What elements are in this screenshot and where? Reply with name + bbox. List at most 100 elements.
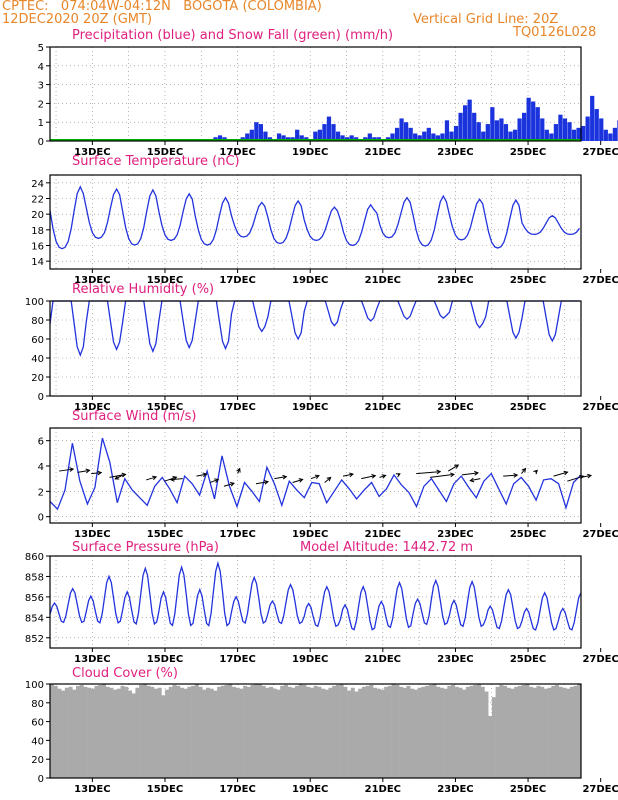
cloud-bar: [224, 684, 229, 778]
pres-xtick-label: 21DEC: [365, 654, 401, 665]
pres-title: Surface Pressure (hPa): [72, 540, 219, 555]
cloud-bar: [532, 687, 537, 778]
wind-arrow-shaft: [553, 471, 568, 477]
precip-bar: [599, 118, 604, 141]
cloud-bar: [335, 684, 340, 778]
cloud-bar: [469, 685, 474, 778]
wind-arrow-head: [214, 478, 220, 483]
rh-xtick-label: 17DEC: [219, 402, 255, 413]
cloud-xtick-label: 17DEC: [219, 784, 255, 795]
precip-bar: [567, 122, 572, 141]
pres-xtick-label: 23DEC: [437, 654, 473, 665]
cloud-bar: [298, 684, 303, 778]
temp-xtick-label: 19DEC: [292, 275, 328, 286]
wind-arrow-head: [326, 476, 332, 482]
wind-xtick-label: 27DEC: [582, 529, 618, 540]
precip-bar: [413, 133, 418, 141]
temp-xtick-label: 13DEC: [74, 275, 110, 286]
cloud-bar: [451, 684, 456, 778]
cloud-bar: [272, 688, 277, 778]
cloud-bar: [150, 686, 155, 778]
precip-bar: [249, 129, 254, 141]
wind-ytick-label: 2: [38, 487, 44, 498]
temp-xtick-label: 21DEC: [365, 275, 401, 286]
cloud-bar: [380, 689, 385, 778]
cloud-bar: [135, 687, 140, 778]
cloud-bar: [506, 687, 511, 778]
wind-arrow-shaft: [324, 477, 331, 483]
cloud-bar: [120, 685, 125, 778]
cloud-bar: [165, 689, 170, 778]
pres-ytick-label: 854: [25, 613, 44, 624]
wind-arrow-head: [450, 472, 455, 478]
cloud-bar: [276, 689, 281, 778]
precip-xtick-label: 27DEC: [582, 147, 618, 158]
precip-bar: [576, 127, 581, 141]
wind-arrow-shaft: [342, 473, 354, 477]
cloud-bar: [220, 685, 225, 778]
cloud-bar: [573, 685, 578, 778]
pres-ytick-label: 858: [25, 572, 44, 583]
cloud-bar: [543, 688, 548, 778]
pres-xtick-label: 19DEC: [292, 654, 328, 665]
rh-frame: [49, 300, 582, 397]
cloud-bar: [413, 689, 418, 778]
precip-xtick-label: 25DEC: [510, 147, 546, 158]
precip-bar: [522, 112, 527, 141]
precip-bar: [440, 133, 445, 141]
wind-arrow-head: [121, 472, 127, 478]
wind-arrow-head: [469, 477, 475, 483]
precip-bar: [335, 131, 341, 141]
cloud-xtick-label: 21DEC: [365, 784, 401, 795]
wind-arrow-head: [85, 468, 91, 474]
cloud-bar: [246, 686, 251, 778]
cloud-bar: [124, 686, 129, 778]
pres-xtick-label: 13DEC: [74, 654, 110, 665]
precip-bar: [276, 133, 282, 141]
cloud-bar: [458, 687, 463, 778]
precip-bar: [481, 131, 486, 141]
wind-xtick-label: 21DEC: [365, 529, 401, 540]
precip-ytick-label: 5: [38, 43, 44, 54]
cloud-bar: [321, 688, 326, 778]
wind-frame: [49, 427, 582, 524]
cloud-bar: [239, 688, 244, 778]
wind-arrow-shaft: [210, 478, 219, 483]
cloud-bar: [209, 688, 214, 778]
cloud-bar: [68, 686, 73, 778]
cloud-bar: [402, 687, 407, 778]
wind-xtick-label: 23DEC: [437, 529, 473, 540]
rh-ytick-label: 60: [31, 335, 44, 346]
wind-arrow-head: [381, 474, 387, 479]
precip-ytick-label: 2: [38, 99, 44, 110]
wind-arrow-head: [371, 474, 377, 479]
precip-bar: [494, 120, 500, 141]
precip-bar: [217, 135, 223, 141]
precip-bar: [467, 99, 472, 141]
precip-bar: [590, 95, 595, 141]
cloud-bar: [373, 687, 378, 778]
precip-bar: [399, 118, 404, 141]
precip-bar: [549, 133, 554, 141]
precip-bar: [517, 118, 522, 141]
wind-arrow-shaft: [145, 476, 157, 481]
precip-bar: [390, 133, 395, 141]
temp-ytick-label: 18: [31, 226, 44, 237]
cloud-bar: [283, 684, 288, 778]
precip-frame: [49, 46, 582, 142]
wind-arrow-shaft: [91, 472, 102, 475]
pres-subtitle: Model Altitude: 1442.72 m: [300, 540, 474, 555]
cloud-bar: [75, 685, 81, 778]
cloud-bar: [540, 686, 545, 778]
cloud-bar: [179, 687, 184, 778]
cloud-bar: [198, 686, 203, 778]
cloud-bar: [354, 691, 359, 778]
precip-bar: [594, 109, 599, 141]
header-date: 12DEC2020 20Z (GMT): [2, 12, 153, 27]
wind-arrow-head: [152, 475, 158, 481]
cloud-bar: [306, 686, 311, 778]
cloud-bar: [436, 686, 441, 778]
cloud-bar: [462, 689, 467, 778]
precip-bar: [263, 131, 268, 141]
